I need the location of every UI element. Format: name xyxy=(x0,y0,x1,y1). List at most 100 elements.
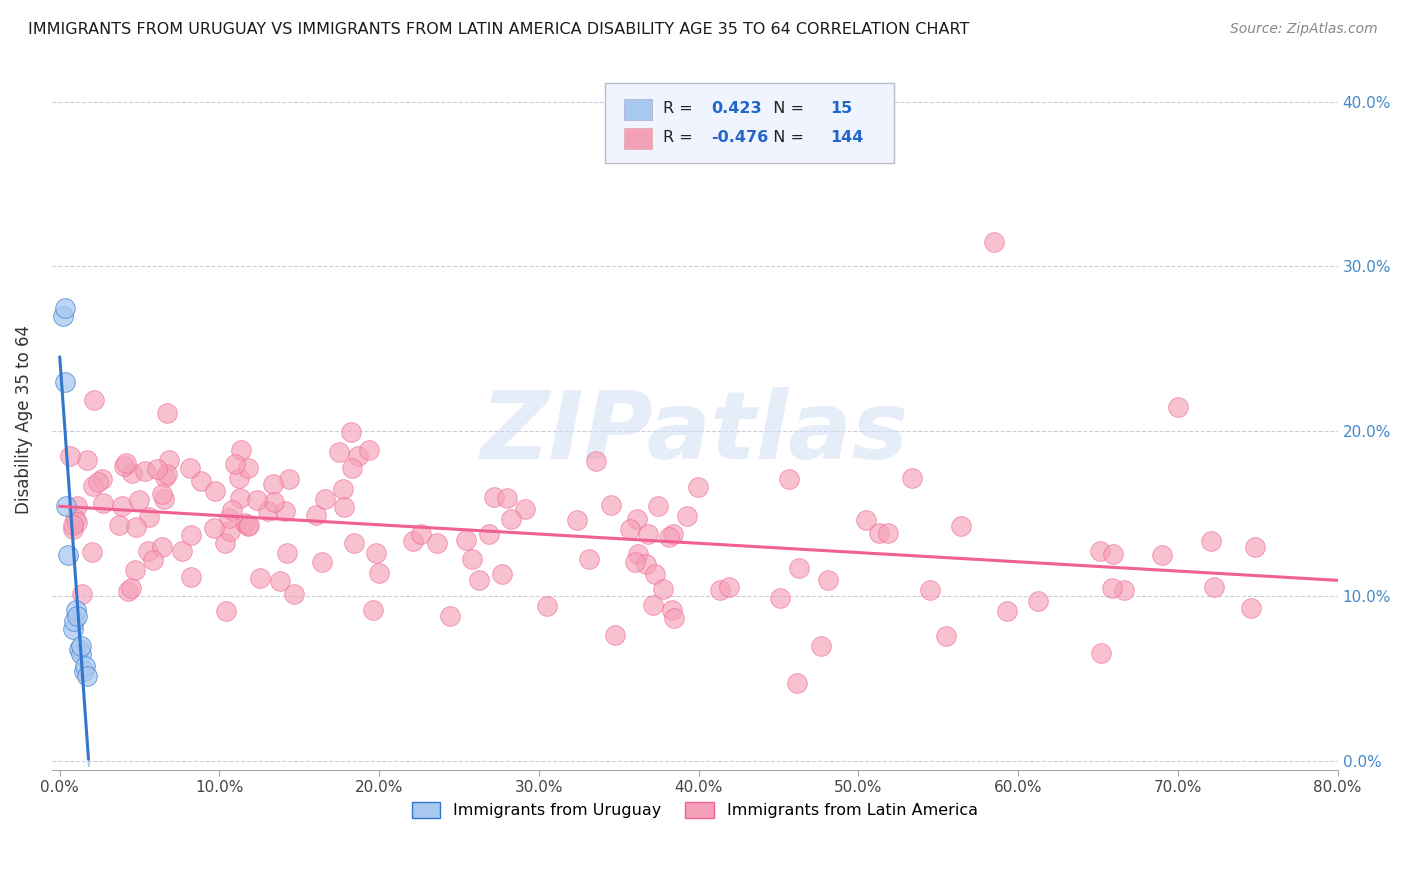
Point xyxy=(229,443,252,458)
Point xyxy=(605,628,627,642)
Point xyxy=(236,460,259,475)
Point xyxy=(900,470,922,484)
Point xyxy=(179,461,201,475)
Point xyxy=(1088,544,1111,558)
Point xyxy=(778,472,800,486)
Point xyxy=(855,513,877,527)
Point xyxy=(117,583,139,598)
Point xyxy=(456,533,478,547)
Legend: Immigrants from Uruguay, Immigrants from Latin America: Immigrants from Uruguay, Immigrants from… xyxy=(405,796,984,825)
Point xyxy=(62,518,84,533)
Point xyxy=(686,480,709,494)
Point xyxy=(439,609,461,624)
Point xyxy=(636,558,658,572)
Point xyxy=(339,425,361,439)
Point xyxy=(53,375,76,389)
FancyBboxPatch shape xyxy=(624,128,652,149)
Point xyxy=(983,235,1005,249)
Point xyxy=(150,487,173,501)
Point xyxy=(52,309,75,323)
Point xyxy=(156,467,179,482)
Point xyxy=(786,676,808,690)
Point xyxy=(75,658,97,673)
Point xyxy=(1167,400,1189,414)
Text: R =: R = xyxy=(662,101,697,116)
Point xyxy=(256,504,278,518)
Point xyxy=(868,525,890,540)
Point xyxy=(468,574,491,588)
Point xyxy=(599,498,621,512)
Point xyxy=(73,664,96,678)
Point xyxy=(59,449,82,463)
Point xyxy=(180,527,202,541)
Point xyxy=(343,535,366,549)
Point xyxy=(70,587,93,601)
Point xyxy=(717,580,740,594)
Point xyxy=(1102,547,1125,561)
Point xyxy=(202,521,225,535)
Text: -0.476: -0.476 xyxy=(711,130,769,145)
Point xyxy=(314,491,336,506)
Point xyxy=(328,445,350,459)
Point xyxy=(224,457,246,471)
Point xyxy=(662,527,685,541)
Point xyxy=(121,467,143,481)
Point xyxy=(637,526,659,541)
Point xyxy=(229,491,252,505)
Text: ZIPatlas: ZIPatlas xyxy=(481,387,908,479)
Point xyxy=(810,640,832,654)
Point xyxy=(238,518,260,533)
Point xyxy=(626,512,648,526)
Point xyxy=(82,545,104,559)
Point xyxy=(62,623,84,637)
Point xyxy=(153,491,176,506)
Text: N =: N = xyxy=(763,130,808,145)
Point xyxy=(69,639,91,653)
Text: 15: 15 xyxy=(830,101,852,116)
Point xyxy=(482,490,505,504)
Point xyxy=(1240,600,1263,615)
Y-axis label: Disability Age 35 to 64: Disability Age 35 to 64 xyxy=(15,325,32,514)
Point xyxy=(124,520,146,534)
Point xyxy=(150,541,173,555)
FancyBboxPatch shape xyxy=(605,83,894,163)
Point xyxy=(55,499,77,513)
Point xyxy=(204,484,226,499)
Point xyxy=(249,571,271,585)
Point xyxy=(501,512,523,526)
Point xyxy=(515,502,537,516)
Point xyxy=(263,495,285,509)
Point xyxy=(214,536,236,550)
Point xyxy=(585,454,607,468)
Point xyxy=(652,582,675,596)
Point xyxy=(332,483,354,497)
Point xyxy=(877,525,900,540)
Point xyxy=(153,469,176,483)
Point xyxy=(138,510,160,524)
Point xyxy=(83,392,105,407)
Point xyxy=(69,647,91,661)
Point xyxy=(63,512,86,526)
Point xyxy=(180,570,202,584)
Point xyxy=(91,496,114,510)
Point xyxy=(76,668,98,682)
Point xyxy=(627,547,650,561)
Point xyxy=(107,518,129,533)
Point xyxy=(145,462,167,476)
Point xyxy=(142,553,165,567)
Text: R =: R = xyxy=(662,130,697,145)
Point xyxy=(215,603,238,617)
Text: 0.423: 0.423 xyxy=(711,101,762,116)
Point xyxy=(1199,534,1222,549)
Point xyxy=(219,524,242,538)
Text: N =: N = xyxy=(763,101,808,116)
Point xyxy=(228,471,250,485)
Point xyxy=(246,493,269,508)
Point xyxy=(1026,594,1049,608)
Point xyxy=(262,476,284,491)
Point xyxy=(76,453,98,467)
Point xyxy=(269,574,291,588)
Text: IMMIGRANTS FROM URUGUAY VS IMMIGRANTS FROM LATIN AMERICA DISABILITY AGE 35 TO 64: IMMIGRANTS FROM URUGUAY VS IMMIGRANTS FR… xyxy=(28,22,970,37)
Point xyxy=(769,591,792,605)
Point xyxy=(120,581,142,595)
